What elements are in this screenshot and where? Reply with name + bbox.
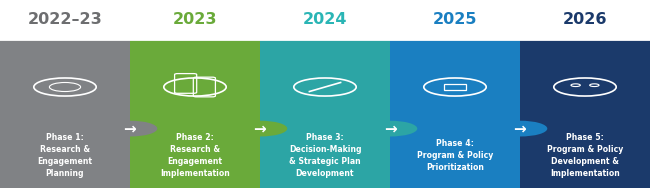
Circle shape xyxy=(103,121,157,136)
Circle shape xyxy=(363,121,417,136)
Text: →: → xyxy=(514,121,526,136)
Text: →: → xyxy=(124,121,136,136)
Text: →: → xyxy=(254,121,266,136)
Bar xyxy=(260,39,390,188)
Circle shape xyxy=(493,121,547,136)
Bar xyxy=(0,39,130,188)
Text: Phase 3:
Decision-Making
& Strategic Plan
Development: Phase 3: Decision-Making & Strategic Pla… xyxy=(289,133,361,178)
Bar xyxy=(520,39,650,188)
Text: 2026: 2026 xyxy=(563,12,607,27)
Text: Phase 2:
Research &
Engagement
Implementation: Phase 2: Research & Engagement Implement… xyxy=(160,133,230,178)
Circle shape xyxy=(233,121,287,136)
Bar xyxy=(390,39,520,188)
Text: Phase 1:
Research &
Engagement
Planning: Phase 1: Research & Engagement Planning xyxy=(38,133,92,178)
Text: 2023: 2023 xyxy=(173,12,217,27)
Text: Phase 4:
Program & Policy
Prioritization: Phase 4: Program & Policy Prioritization xyxy=(417,139,493,172)
Text: 2025: 2025 xyxy=(433,12,477,27)
Text: 2022–23: 2022–23 xyxy=(27,12,103,27)
Bar xyxy=(130,39,260,188)
Text: Phase 5:
Program & Policy
Development &
Implementation: Phase 5: Program & Policy Development & … xyxy=(547,133,623,178)
Text: →: → xyxy=(384,121,396,136)
Text: 2024: 2024 xyxy=(303,12,347,27)
